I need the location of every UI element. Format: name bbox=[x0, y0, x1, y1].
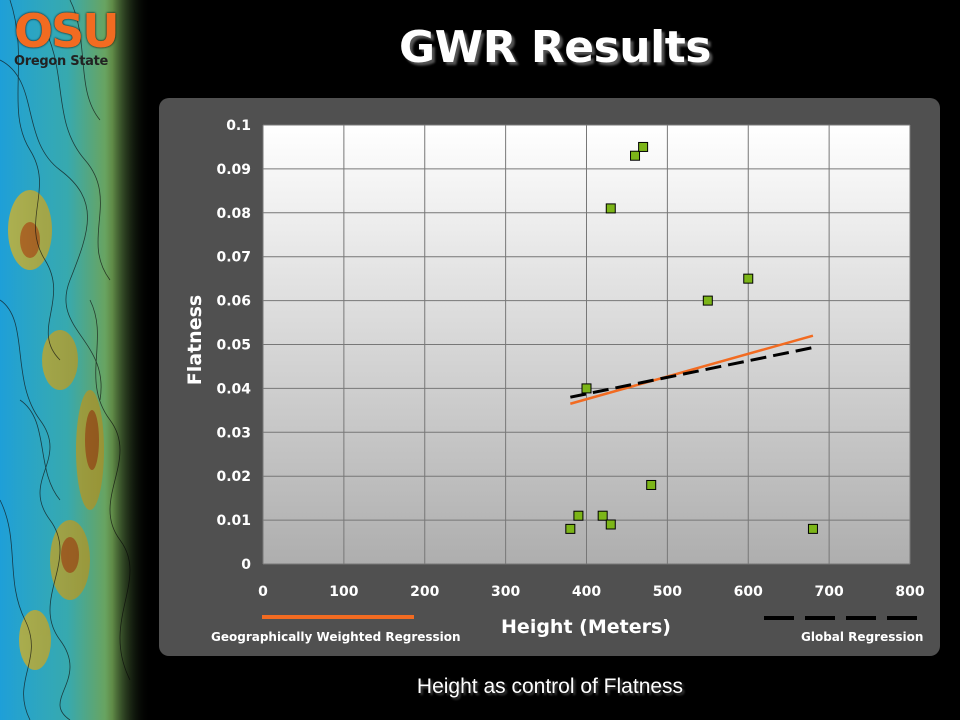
slide-title: GWR Results bbox=[399, 22, 711, 73]
y-tick-label: 0.08 bbox=[216, 206, 251, 222]
osu-logo-subtext: Oregon State bbox=[14, 54, 109, 69]
global-regression-line bbox=[570, 346, 814, 399]
chart-panel: 0 100 200 300 400 500 600 700 800 0 0.01 0.02 0.03 0.… bbox=[159, 98, 940, 656]
x-tick-label: 600 bbox=[734, 584, 763, 600]
x-tick-label: 500 bbox=[653, 584, 682, 600]
data-points bbox=[565, 141, 818, 534]
y-tick-label: 0.09 bbox=[216, 162, 251, 178]
y-tick-label: 0.04 bbox=[216, 381, 251, 397]
y-tick-label: 0.05 bbox=[216, 338, 251, 354]
gridlines bbox=[262, 124, 911, 565]
x-tick-label: 400 bbox=[572, 584, 601, 600]
data-point bbox=[630, 150, 641, 161]
x-tick-label: 0 bbox=[258, 584, 268, 600]
topographic-sidebar: OSU Oregon State bbox=[0, 0, 150, 720]
y-tick-label: 0.03 bbox=[216, 425, 251, 441]
osu-logo: OSU Oregon State bbox=[14, 4, 120, 69]
y-axis-label: Flatness bbox=[184, 295, 206, 385]
tick-labels: 0 100 200 300 400 500 600 700 800 0 0.01 0.02 0.03 0.… bbox=[216, 118, 924, 600]
legend-gwr-label: Geographically Weighted Regression bbox=[211, 630, 461, 644]
legend-global-label: Global Regression bbox=[801, 630, 923, 644]
y-tick-label: 0 bbox=[241, 557, 251, 573]
x-tick-label: 100 bbox=[329, 584, 358, 600]
topographic-map-image bbox=[0, 0, 150, 720]
data-point bbox=[565, 523, 576, 534]
data-point bbox=[638, 141, 649, 152]
data-point bbox=[581, 383, 592, 394]
scatter-chart: 0 100 200 300 400 500 600 700 800 0 0.01 0.02 0.03 0.… bbox=[184, 118, 925, 644]
data-point bbox=[605, 203, 616, 214]
data-point bbox=[743, 273, 754, 284]
data-point bbox=[646, 479, 657, 490]
x-tick-label: 700 bbox=[815, 584, 844, 600]
y-tick-label: 0.1 bbox=[226, 118, 251, 134]
data-point bbox=[702, 295, 713, 306]
regression-lines bbox=[569, 334, 814, 405]
gwr-regression-line bbox=[569, 334, 814, 405]
slide-caption: Height as control of Flatness bbox=[416, 675, 684, 698]
x-tick-label: 200 bbox=[410, 584, 439, 600]
x-tick-label: 800 bbox=[895, 584, 924, 600]
y-tick-label: 0.06 bbox=[216, 294, 251, 310]
osu-logo-mark: OSU bbox=[14, 4, 120, 58]
y-tick-label: 0.07 bbox=[216, 250, 251, 266]
data-point bbox=[807, 523, 818, 534]
data-point bbox=[605, 519, 616, 530]
data-point bbox=[573, 510, 584, 521]
data-point bbox=[597, 510, 608, 521]
y-tick-label: 0.02 bbox=[216, 469, 251, 485]
x-axis-label: Height (Meters) bbox=[501, 616, 671, 638]
x-tick-label: 300 bbox=[491, 584, 520, 600]
y-tick-label: 0.01 bbox=[216, 513, 251, 529]
